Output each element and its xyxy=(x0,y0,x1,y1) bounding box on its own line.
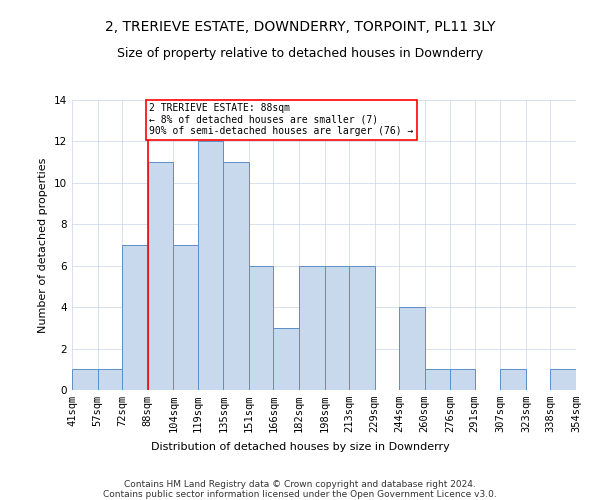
Bar xyxy=(325,266,349,390)
Text: 2, TRERIEVE ESTATE, DOWNDERRY, TORPOINT, PL11 3LY: 2, TRERIEVE ESTATE, DOWNDERRY, TORPOINT,… xyxy=(105,20,495,34)
Bar xyxy=(500,370,526,390)
Bar xyxy=(148,162,173,390)
Bar xyxy=(399,307,425,390)
Bar xyxy=(249,266,273,390)
Bar xyxy=(122,245,148,390)
Bar xyxy=(98,370,122,390)
Bar xyxy=(425,370,451,390)
Y-axis label: Number of detached properties: Number of detached properties xyxy=(38,158,49,332)
Text: 2 TRERIEVE ESTATE: 88sqm
← 8% of detached houses are smaller (7)
90% of semi-det: 2 TRERIEVE ESTATE: 88sqm ← 8% of detache… xyxy=(149,103,413,136)
Bar xyxy=(173,245,197,390)
Bar xyxy=(273,328,299,390)
Text: Distribution of detached houses by size in Downderry: Distribution of detached houses by size … xyxy=(151,442,449,452)
Bar xyxy=(72,370,98,390)
Bar xyxy=(299,266,325,390)
Bar xyxy=(223,162,249,390)
Text: Size of property relative to detached houses in Downderry: Size of property relative to detached ho… xyxy=(117,48,483,60)
Bar xyxy=(349,266,375,390)
Bar xyxy=(550,370,576,390)
Bar xyxy=(197,142,223,390)
Bar xyxy=(451,370,475,390)
Text: Contains HM Land Registry data © Crown copyright and database right 2024.
Contai: Contains HM Land Registry data © Crown c… xyxy=(103,480,497,500)
